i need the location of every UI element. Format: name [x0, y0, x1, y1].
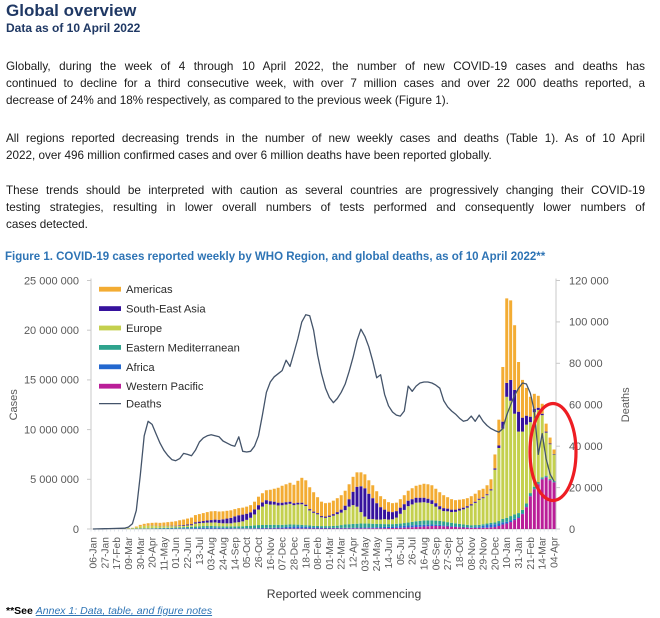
- svg-text:11-May: 11-May: [159, 536, 170, 570]
- svg-text:18-Jan: 18-Jan: [301, 537, 312, 569]
- svg-text:100 000: 100 000: [569, 317, 609, 329]
- svg-text:04-Apr: 04-Apr: [550, 536, 561, 567]
- svg-text:05-Jul: 05-Jul: [396, 537, 407, 565]
- svg-text:20-Dec: 20-Dec: [490, 537, 501, 570]
- svg-text:31-Jan: 31-Jan: [514, 537, 525, 569]
- svg-text:Americas: Americas: [126, 284, 173, 296]
- svg-text:07-Dec: 07-Dec: [278, 537, 289, 570]
- svg-text:28-Dec: 28-Dec: [289, 537, 300, 570]
- svg-text:Cases: Cases: [8, 389, 20, 421]
- svg-text:24-Aug: 24-Aug: [219, 537, 230, 570]
- svg-text:18-Oct: 18-Oct: [455, 537, 466, 568]
- svg-text:03-May: 03-May: [360, 536, 371, 571]
- svg-text:08-Nov: 08-Nov: [467, 536, 478, 570]
- svg-text:South-East Asia: South-East Asia: [126, 304, 206, 316]
- svg-text:09-Mar: 09-Mar: [124, 536, 135, 569]
- svg-text:Western Pacific: Western Pacific: [126, 381, 204, 393]
- svg-text:Europe: Europe: [126, 323, 162, 335]
- svg-text:0: 0: [73, 524, 79, 536]
- svg-text:Africa: Africa: [126, 362, 155, 374]
- svg-text:26-Oct: 26-Oct: [254, 537, 265, 568]
- svg-text:15 000 000: 15 000 000: [24, 375, 79, 387]
- svg-text:20-Apr: 20-Apr: [148, 536, 159, 567]
- svg-text:13-Jul: 13-Jul: [195, 537, 206, 565]
- svg-text:06-Sep: 06-Sep: [431, 537, 442, 570]
- svg-text:120 000: 120 000: [569, 275, 609, 287]
- svg-text:30-Mar: 30-Mar: [136, 536, 147, 569]
- svg-text:20 000: 20 000: [569, 482, 603, 494]
- svg-text:80 000: 80 000: [569, 358, 603, 370]
- svg-text:03-Aug: 03-Aug: [207, 537, 218, 570]
- svg-text:01-Mar: 01-Mar: [325, 536, 336, 569]
- svg-text:14-Sep: 14-Sep: [230, 537, 241, 570]
- svg-text:Reported week commencing: Reported week commencing: [267, 587, 421, 601]
- svg-text:Eastern Mediterranean: Eastern Mediterranean: [126, 342, 240, 354]
- svg-text:16-Nov: 16-Nov: [266, 536, 277, 570]
- svg-text:0: 0: [569, 524, 575, 536]
- svg-text:20 000 000: 20 000 000: [24, 325, 79, 337]
- svg-text:14-Mar: 14-Mar: [538, 536, 549, 569]
- svg-text:25 000 000: 25 000 000: [24, 275, 79, 287]
- svg-text:27-Sep: 27-Sep: [443, 537, 454, 570]
- svg-text:21-Feb: 21-Feb: [526, 537, 537, 570]
- svg-text:5 000 000: 5 000 000: [30, 474, 79, 486]
- svg-text:Deaths: Deaths: [620, 387, 632, 422]
- svg-text:12-Apr: 12-Apr: [349, 536, 360, 567]
- svg-text:14-Jun: 14-Jun: [384, 537, 395, 569]
- svg-text:16-Aug: 16-Aug: [420, 537, 431, 570]
- svg-text:10-Jan: 10-Jan: [502, 537, 513, 569]
- svg-text:06-Jan: 06-Jan: [89, 537, 100, 569]
- svg-text:Deaths: Deaths: [126, 399, 162, 411]
- svg-text:24-May: 24-May: [372, 536, 383, 571]
- svg-text:08-Feb: 08-Feb: [313, 537, 324, 570]
- svg-text:29-Nov: 29-Nov: [479, 536, 490, 570]
- svg-text:01-Jun: 01-Jun: [171, 537, 182, 569]
- svg-text:22-Jun: 22-Jun: [183, 537, 194, 569]
- svg-text:17-Feb: 17-Feb: [112, 537, 123, 570]
- svg-text:27-Jan: 27-Jan: [100, 537, 111, 569]
- svg-text:26-Jul: 26-Jul: [408, 537, 419, 565]
- svg-text:05-Oct: 05-Oct: [242, 537, 253, 568]
- svg-text:10 000 000: 10 000 000: [24, 424, 79, 436]
- svg-text:22-Mar: 22-Mar: [337, 536, 348, 569]
- svg-text:60 000: 60 000: [569, 400, 603, 412]
